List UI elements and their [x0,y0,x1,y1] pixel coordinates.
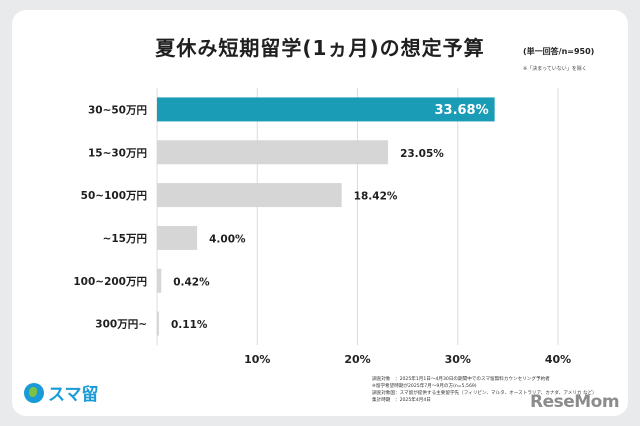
survey-notes: 調査対象 ：2025年1月1日〜4月30日の期間中でのスマ留無料カウンセリング予… [372,376,622,404]
watermark: ReseMom [530,392,620,412]
survey-note-line: 集計時期 ：2025年4月4日 [372,398,431,403]
exclusion-note: ※「決まっていない」を除く [523,66,587,72]
survey-note-line: ※留学希望時期が2025年7月〜9月の方(n=5,569) [372,384,477,389]
survey-note-line: 調査対象 ：2025年1月1日〜4月30日の期間中でのスマ留無料カウンセリング予… [372,377,550,382]
bar [157,140,389,165]
data-label: 18.42% [354,191,398,203]
data-label: 4.00% [209,233,246,245]
data-label: 33.68% [434,103,488,118]
survey-note-line: 調査対象国：スマ留が提供する主要留学先（フィリピン、マルタ、オーストラリア、カナ… [372,391,597,396]
globe-icon [24,382,44,403]
category-label: 30~50万円 [88,104,147,116]
bar [157,225,198,250]
category-label: 100~200万円 [73,276,147,288]
bar-chart: 10% 20% 30% 40% 30~50万円 33.68% 15~30万円 23.05% 50… [73,88,571,366]
bar [157,311,159,336]
chart-title: 夏休み短期留学(1ヵ月)の想定予算 [155,36,485,60]
logo: スマ留 [24,380,99,405]
data-label: 0.11% [171,319,208,331]
logo-text: スマ留 [48,385,99,405]
category-label: 300万円~ [95,319,147,331]
x-tick-label: 40% [545,353,571,366]
category-label: ~15万円 [103,233,147,245]
category-label: 15~30万円 [88,147,147,159]
chart-card: 夏休み短期留学(1ヵ月)の想定予算 (単一回答/n=950) ※「決まっていない… [12,10,628,416]
x-tick-label: 30% [445,353,471,366]
bar [157,97,495,122]
bar [157,183,342,208]
bar [157,268,162,293]
data-label: 0.42% [173,276,210,288]
x-tick-label: 20% [344,353,370,366]
data-label: 23.05% [400,148,444,160]
category-label: 50~100万円 [81,190,147,202]
sample-note: (単一回答/n=950) [523,47,595,56]
x-tick-label: 10% [244,353,270,366]
